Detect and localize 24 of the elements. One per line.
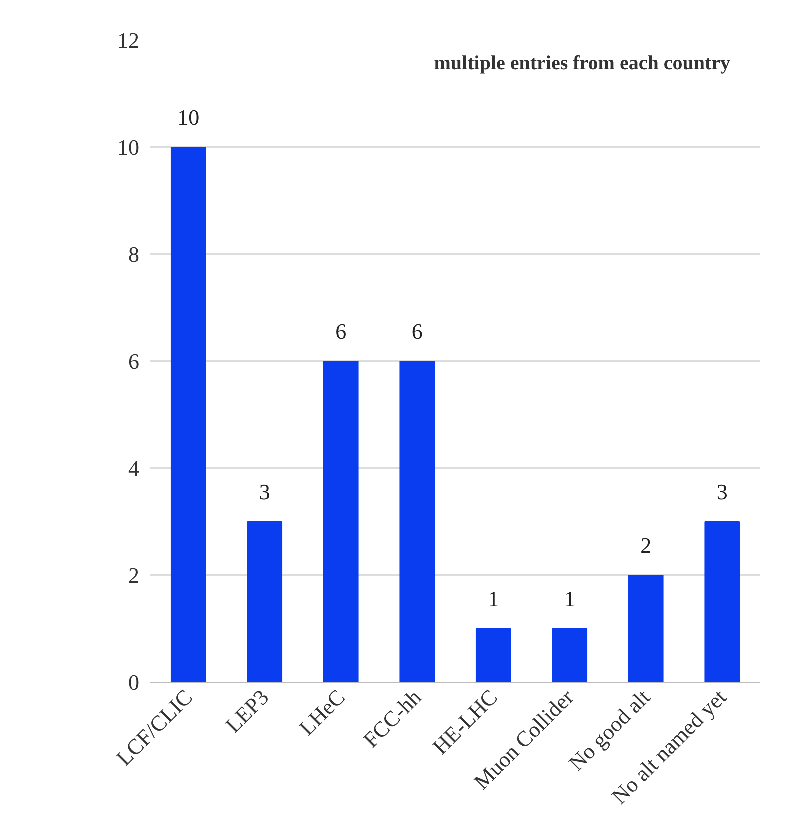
data-label: 6 xyxy=(336,319,347,344)
data-label: 1 xyxy=(488,586,500,612)
y-tick-label: 10 xyxy=(118,135,140,160)
bar xyxy=(170,147,206,682)
y-tick-label: 12 xyxy=(118,28,140,53)
bar xyxy=(628,575,664,682)
y-tick-label: 4 xyxy=(128,456,140,481)
bar xyxy=(247,522,283,682)
data-label: 3 xyxy=(716,480,728,505)
data-label: 10 xyxy=(178,105,200,130)
y-tick-label: 0 xyxy=(128,670,140,695)
data-label: 1 xyxy=(564,586,576,612)
y-tick-label: 8 xyxy=(128,242,140,267)
bar xyxy=(704,522,740,682)
bar xyxy=(552,628,588,682)
annotation: multiple entries from each country xyxy=(434,52,731,74)
bar xyxy=(323,361,359,682)
y-tick-label: 6 xyxy=(128,349,140,374)
data-label: 6 xyxy=(412,319,423,344)
data-label: 3 xyxy=(259,480,270,505)
bar xyxy=(400,361,436,682)
bar xyxy=(476,628,512,682)
y-tick-label: 2 xyxy=(128,563,140,588)
data-label: 2 xyxy=(640,533,652,558)
